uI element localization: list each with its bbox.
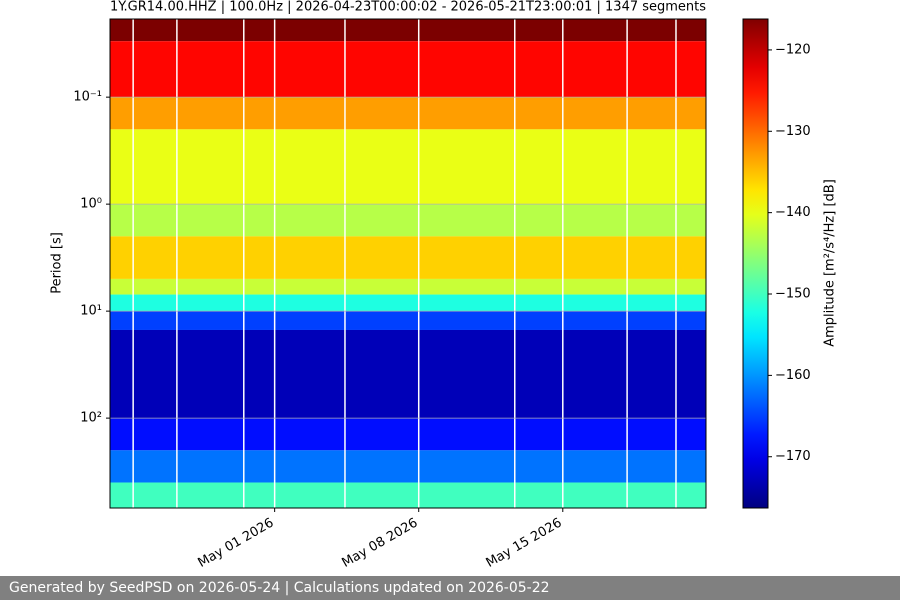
colorbar-tick-label: −130 (775, 124, 811, 139)
colorbar-label: Amplitude [m²/s⁴/Hz] [dB] (823, 179, 838, 347)
x-tick-label: May 08 2026 (340, 516, 421, 571)
footer: Generated by SeedPSD on 2026-05-24 | Cal… (0, 576, 900, 600)
psd-band (110, 129, 706, 205)
colorbar-tick-label: −170 (775, 449, 811, 464)
psd-band (110, 418, 706, 451)
psd-band (110, 236, 706, 279)
colorbar-tick-label: −150 (775, 287, 811, 302)
chart: 1Y.GR14.00.HHZ | 100.0Hz | 2026-04-23T00… (50, 0, 838, 571)
y-tick-label: 10⁰ (80, 197, 102, 212)
colorbar-tick-label: −160 (775, 368, 811, 383)
psd-band (110, 294, 706, 312)
psd-band (110, 19, 706, 42)
x-tick-label: May 01 2026 (195, 516, 276, 571)
y-tick-label: 10⁻¹ (73, 90, 102, 105)
y-tick-label: 10² (80, 411, 102, 426)
psd-band (110, 97, 706, 130)
colorbar-tick-label: −120 (775, 42, 811, 57)
psd-band (110, 204, 706, 237)
psd-band (110, 311, 706, 330)
y-tick-label: 10¹ (80, 304, 102, 319)
y-axis-label: Period [s] (50, 232, 65, 294)
x-tick-label: May 15 2026 (484, 516, 565, 571)
psd-band (110, 450, 706, 483)
psd-band (110, 482, 706, 508)
plot-frame (109, 18, 707, 509)
colorbar-tick-label: −140 (775, 205, 811, 220)
colorbar (742, 18, 769, 509)
psd-band (110, 41, 706, 98)
psd-band (110, 278, 706, 295)
psd-band (110, 329, 706, 419)
chart-title: 1Y.GR14.00.HHZ | 100.0Hz | 2026-04-23T00… (110, 0, 706, 15)
